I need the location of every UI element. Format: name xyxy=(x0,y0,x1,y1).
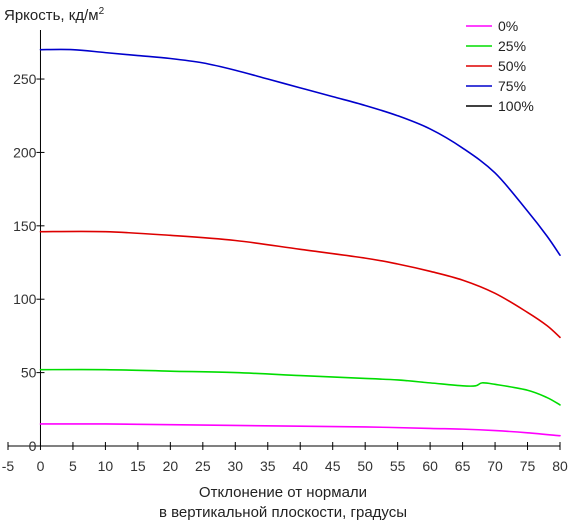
legend-label: 25% xyxy=(498,38,526,54)
legend-label: 100% xyxy=(498,98,534,114)
y-tick-label: 100 xyxy=(13,291,37,307)
x-tick-label: 80 xyxy=(552,458,568,474)
series-line-50-pct xyxy=(39,230,561,339)
x-axis-label-line2: в вертикальной плоскости, градусы xyxy=(159,504,407,521)
y-axis-label: Яркость, кд/м2 xyxy=(4,6,105,24)
y-tick-label: 250 xyxy=(13,71,37,87)
y-axis-label-text: Яркость, кд/м xyxy=(4,7,99,24)
x-tick-label: 55 xyxy=(390,458,406,474)
x-tick-label: 45 xyxy=(325,458,341,474)
y-tick-label: 0 xyxy=(29,438,37,454)
x-tick-label: 15 xyxy=(130,458,146,474)
y-tick-label: 200 xyxy=(13,144,37,160)
legend-label: 50% xyxy=(498,58,526,74)
y-tick-label: 50 xyxy=(21,365,37,381)
x-tick-label: 35 xyxy=(260,458,276,474)
x-tick-label: 60 xyxy=(422,458,438,474)
x-tick-label: 20 xyxy=(163,458,179,474)
x-tick-label: 40 xyxy=(292,458,308,474)
y-tick-label: 150 xyxy=(13,218,37,234)
x-tick-label: 25 xyxy=(195,458,211,474)
svg-text:Яркость, кд/м2: Яркость, кд/м2 xyxy=(4,6,105,24)
x-tick-label: 5 xyxy=(69,458,77,474)
x-axis-label-line1: Отклонение от нормали xyxy=(199,484,367,501)
x-tick-label: 50 xyxy=(357,458,373,474)
x-tick-label: 10 xyxy=(98,458,114,474)
series-line-75-pct xyxy=(39,48,561,256)
legend: 0% 25% 50% 75% 100% xyxy=(466,18,534,114)
legend-label: 0% xyxy=(498,18,518,34)
series-line-25-pct xyxy=(39,368,561,406)
x-tick-label: 30 xyxy=(228,458,244,474)
x-tick-label: 75 xyxy=(520,458,536,474)
y-axis-label-superscript: 2 xyxy=(99,6,105,17)
legend-label: 75% xyxy=(498,78,526,94)
x-tick-label: 65 xyxy=(455,458,471,474)
x-tick-label: 70 xyxy=(487,458,503,474)
series-line-0-pct xyxy=(39,423,561,437)
x-tick-label: -5 xyxy=(2,458,15,474)
x-tick-label: 0 xyxy=(37,458,45,474)
axes: 0 50 100 150 200 250 -5 0 5 10 15 20 25 30 35 40 45 50 55 6… xyxy=(2,30,568,474)
series-layer xyxy=(39,48,561,437)
